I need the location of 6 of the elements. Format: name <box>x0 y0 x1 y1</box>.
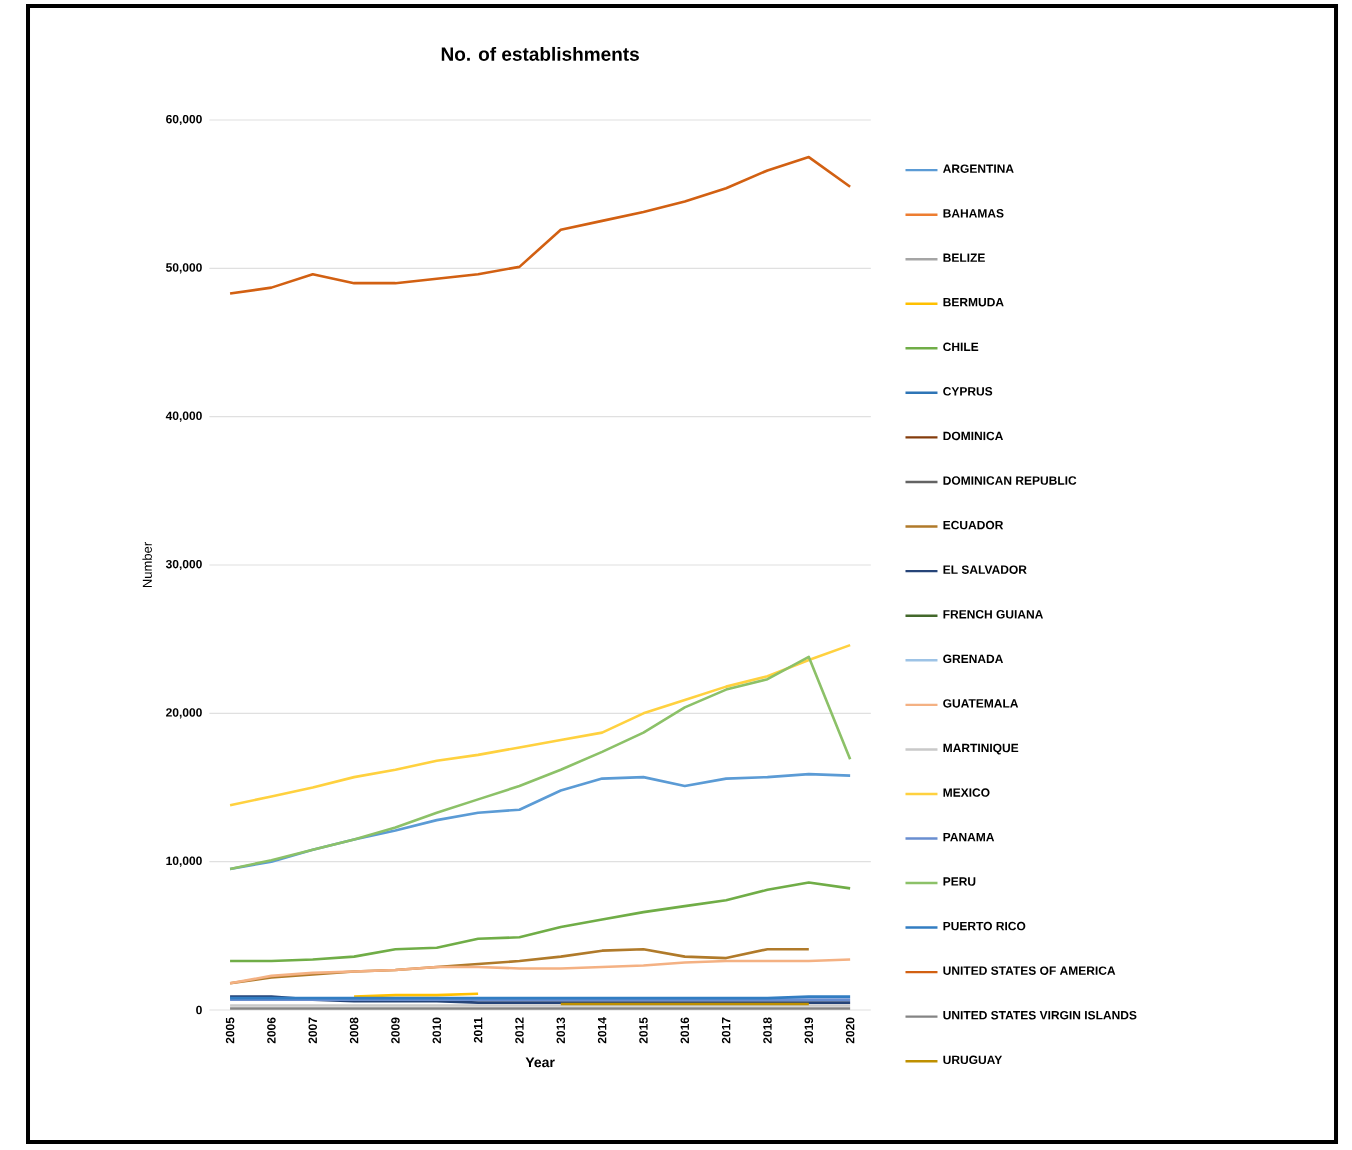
line-series <box>228 772 852 871</box>
line-series <box>228 643 852 807</box>
line-series <box>228 881 852 963</box>
line-series <box>228 155 852 295</box>
line-series <box>228 655 852 871</box>
chart-title: No. of establishments <box>441 46 639 61</box>
